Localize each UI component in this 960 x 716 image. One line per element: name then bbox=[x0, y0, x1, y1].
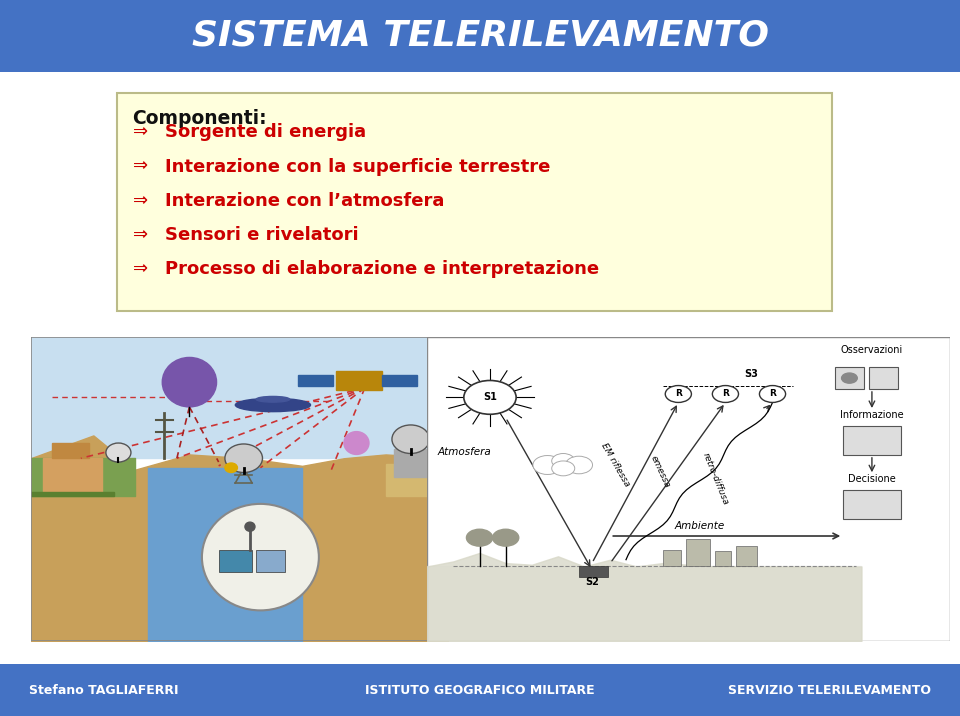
Text: SERVIZIO TELERILEVAMENTO: SERVIZIO TELERILEVAMENTO bbox=[729, 684, 931, 697]
Circle shape bbox=[759, 385, 785, 402]
Bar bbox=[43, 458, 102, 493]
Ellipse shape bbox=[106, 443, 131, 462]
Bar bbox=[298, 375, 333, 386]
Bar bbox=[117, 93, 832, 311]
Bar bbox=[843, 490, 900, 519]
Text: Decisione: Decisione bbox=[848, 474, 896, 484]
Circle shape bbox=[552, 453, 575, 468]
Bar bbox=[835, 367, 864, 389]
Bar bbox=[394, 449, 427, 478]
Ellipse shape bbox=[225, 463, 237, 473]
Text: S3: S3 bbox=[745, 369, 758, 379]
Circle shape bbox=[533, 455, 563, 475]
Circle shape bbox=[665, 385, 691, 402]
Text: S2: S2 bbox=[585, 577, 599, 587]
Text: Stefano TAGLIAFERRI: Stefano TAGLIAFERRI bbox=[29, 684, 179, 697]
Text: S1: S1 bbox=[483, 392, 497, 402]
Bar bbox=[0, 664, 960, 716]
Text: retro-diffusa: retro-diffusa bbox=[701, 451, 730, 506]
Text: R: R bbox=[769, 390, 776, 399]
Text: SISTEMA TELERILEVAMENTO: SISTEMA TELERILEVAMENTO bbox=[191, 19, 769, 53]
Circle shape bbox=[202, 504, 319, 610]
Bar bbox=[686, 539, 709, 566]
Circle shape bbox=[712, 385, 738, 402]
Text: emessa: emessa bbox=[649, 454, 671, 490]
Text: ⇒: ⇒ bbox=[132, 123, 148, 142]
Ellipse shape bbox=[225, 444, 262, 473]
Text: Interazione con la superficie terrestre: Interazione con la superficie terrestre bbox=[165, 158, 550, 175]
Text: Atmosfera: Atmosfera bbox=[438, 447, 492, 457]
Text: ISTITUTO GEOGRAFICO MILITARE: ISTITUTO GEOGRAFICO MILITARE bbox=[365, 684, 595, 697]
Circle shape bbox=[467, 529, 492, 546]
Text: EM riflessa: EM riflessa bbox=[599, 442, 632, 488]
Bar bbox=[579, 566, 608, 576]
Text: Ambiente: Ambiente bbox=[674, 521, 725, 531]
Text: Osservazioni: Osservazioni bbox=[841, 345, 903, 355]
Text: ⇒: ⇒ bbox=[132, 158, 148, 175]
Text: ⇒: ⇒ bbox=[132, 260, 148, 278]
Circle shape bbox=[842, 373, 857, 383]
Ellipse shape bbox=[392, 425, 429, 453]
Text: R: R bbox=[722, 390, 729, 399]
Bar bbox=[336, 371, 381, 390]
Ellipse shape bbox=[235, 398, 310, 412]
Text: ⇒: ⇒ bbox=[132, 192, 148, 210]
Text: Sensori e rivelatori: Sensori e rivelatori bbox=[165, 226, 359, 243]
Text: Componenti:: Componenti: bbox=[132, 109, 267, 128]
Bar bbox=[31, 492, 114, 496]
Text: ⇒: ⇒ bbox=[132, 226, 148, 243]
Text: R: R bbox=[675, 390, 682, 399]
Text: Sorgente di energia: Sorgente di energia bbox=[165, 123, 367, 142]
Circle shape bbox=[552, 461, 575, 476]
Bar bbox=[381, 375, 417, 386]
Bar bbox=[843, 426, 900, 455]
Circle shape bbox=[245, 522, 255, 531]
Bar bbox=[736, 546, 756, 566]
Bar bbox=[662, 550, 681, 566]
Circle shape bbox=[464, 380, 516, 415]
Ellipse shape bbox=[256, 397, 290, 402]
Bar bbox=[0, 0, 960, 72]
Text: Processo di elaborazione e interpretazione: Processo di elaborazione e interpretazio… bbox=[165, 260, 599, 278]
Bar bbox=[715, 551, 731, 566]
Bar bbox=[870, 367, 899, 389]
Circle shape bbox=[344, 432, 369, 455]
Text: Informazione: Informazione bbox=[840, 410, 903, 420]
Bar bbox=[219, 550, 252, 572]
Bar bbox=[256, 550, 285, 572]
Bar bbox=[386, 464, 440, 496]
Text: Interazione con l’atmosfera: Interazione con l’atmosfera bbox=[165, 192, 444, 210]
Circle shape bbox=[492, 529, 518, 546]
Circle shape bbox=[565, 456, 592, 474]
Bar bbox=[52, 443, 89, 458]
Circle shape bbox=[162, 357, 217, 407]
